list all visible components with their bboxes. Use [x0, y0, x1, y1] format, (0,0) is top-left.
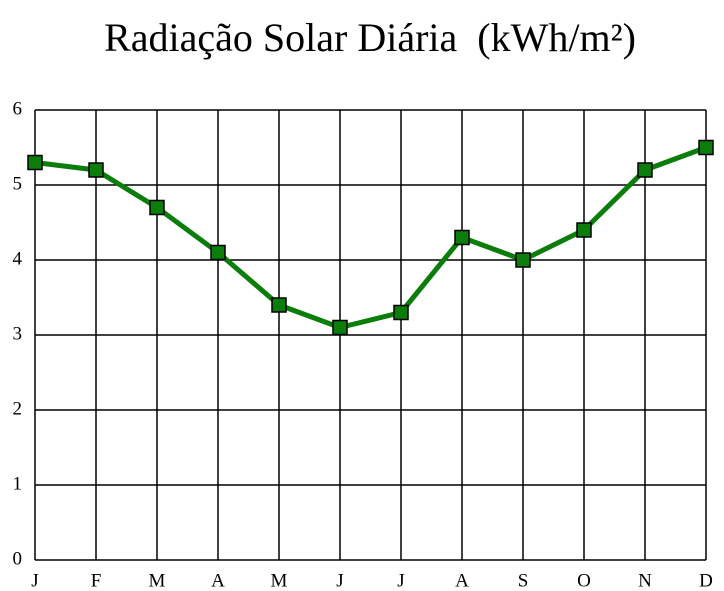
- series-line: [34, 145, 707, 330]
- data-point: [332, 319, 348, 336]
- data-point: [88, 162, 104, 178]
- data-point: [637, 162, 653, 178]
- x-tick-label: F: [91, 570, 102, 591]
- x-tick-label: J: [336, 570, 343, 591]
- data-point: [576, 222, 592, 238]
- x-tick-label: M: [149, 570, 166, 591]
- x-tick-label: S: [518, 570, 529, 591]
- data-point: [454, 229, 470, 246]
- x-tick-label: A: [211, 570, 225, 591]
- x-tick-label: M: [271, 570, 288, 591]
- data-point: [210, 244, 226, 261]
- y-tick-label: 5: [13, 173, 23, 194]
- chart-title: Radiação Solar Diária (kWh/m²): [104, 15, 636, 60]
- y-tick-label: 2: [13, 398, 23, 419]
- x-tick-label: O: [577, 570, 591, 591]
- y-tick-label: 3: [13, 323, 23, 344]
- data-point: [698, 139, 714, 156]
- data-point: [149, 199, 165, 216]
- data-point: [271, 297, 287, 313]
- x-tick-label: D: [699, 570, 713, 591]
- x-tick-label: J: [397, 570, 404, 591]
- x-tick-label: A: [455, 570, 469, 591]
- x-tick-label: N: [638, 570, 652, 591]
- data-point: [393, 304, 409, 321]
- y-tick-label: 4: [13, 248, 23, 269]
- data-point: [27, 154, 43, 171]
- y-tick-label: 0: [13, 548, 23, 569]
- x-tick-label: J: [31, 570, 38, 591]
- y-tick-label: 1: [13, 473, 23, 494]
- y-tick-label: 6: [13, 98, 23, 119]
- data-point: [515, 252, 531, 268]
